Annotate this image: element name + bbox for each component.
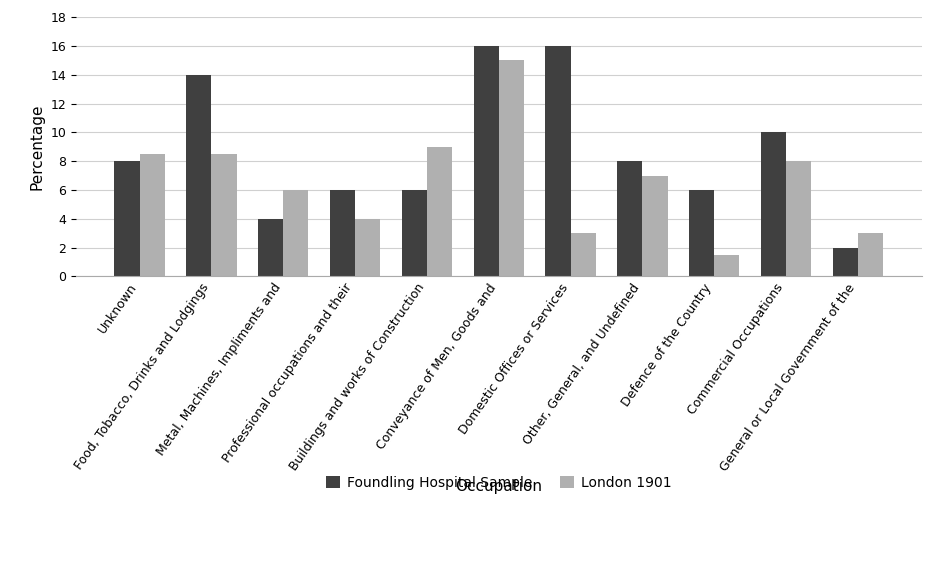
- Bar: [858, 233, 884, 276]
- Bar: [114, 161, 140, 276]
- Bar: [427, 147, 452, 276]
- Bar: [355, 219, 380, 276]
- Bar: [212, 154, 237, 276]
- Bar: [545, 46, 571, 276]
- Bar: [140, 154, 164, 276]
- Bar: [402, 190, 427, 276]
- Bar: [571, 233, 596, 276]
- Bar: [283, 190, 309, 276]
- Legend: Foundling Hospital Sample, London 1901: Foundling Hospital Sample, London 1901: [320, 470, 677, 495]
- Bar: [761, 132, 786, 276]
- Bar: [786, 161, 811, 276]
- Bar: [618, 161, 642, 276]
- Bar: [258, 219, 283, 276]
- Y-axis label: Percentage: Percentage: [29, 104, 45, 190]
- X-axis label: Occupation: Occupation: [455, 479, 542, 494]
- Bar: [642, 176, 668, 276]
- Bar: [714, 255, 739, 276]
- Bar: [474, 46, 499, 276]
- Bar: [833, 248, 858, 276]
- Bar: [330, 190, 355, 276]
- Bar: [499, 60, 523, 276]
- Bar: [186, 75, 212, 276]
- Bar: [689, 190, 714, 276]
